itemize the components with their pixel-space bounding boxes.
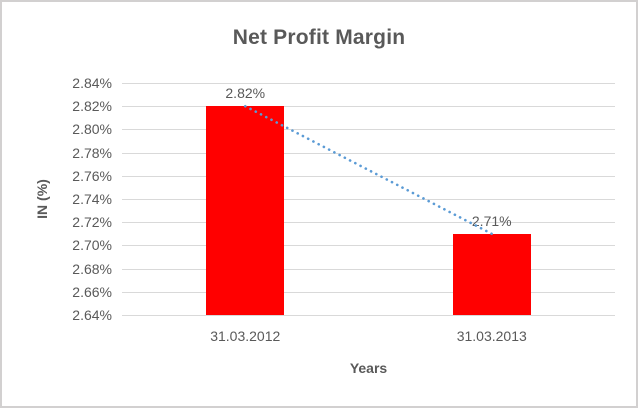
x-axis-category-label: 31.03.2012: [210, 328, 281, 344]
gridline: [122, 268, 615, 270]
gridline: [122, 199, 615, 200]
trendline: [243, 104, 494, 236]
y-axis-tick-label: 2.64%: [72, 307, 112, 323]
y-axis-tick-label: 2.66%: [72, 283, 112, 300]
gridline: [122, 222, 615, 224]
chart-title: Net Profit Margin: [232, 26, 406, 49]
y-axis-tick-label: 2.78%: [72, 144, 112, 161]
y-axis-tick-label: 2.80%: [72, 121, 112, 138]
y-axis-tick-label: 2.70%: [72, 237, 112, 254]
gridline: [122, 245, 615, 247]
y-axis-tick-label: 2.68%: [72, 260, 112, 277]
gridline: [122, 175, 615, 177]
y-axis-tick-label: 2.74%: [72, 191, 112, 207]
data-label: 2.71%: [471, 212, 512, 229]
plot-area: 2.82% 2.71%: [122, 83, 615, 316]
bar: [206, 106, 285, 315]
gridline: [122, 106, 615, 108]
bar: [452, 233, 531, 315]
y-axis-tick-label: 2.82%: [72, 98, 112, 115]
gridline: [122, 315, 615, 316]
x-axis-title: Years: [349, 360, 388, 376]
gridline: [122, 152, 615, 154]
y-axis-tick-label: 2.72%: [72, 214, 112, 231]
data-label: 2.82%: [225, 85, 266, 102]
gridline: [122, 129, 615, 131]
gridline: [122, 291, 615, 293]
x-axis-category-label: 31.03.2013: [456, 328, 527, 344]
gridline: [122, 83, 615, 84]
y-axis-tick-label: 2.84%: [72, 75, 112, 91]
y-axis-tick-label: 2.76%: [72, 167, 112, 184]
